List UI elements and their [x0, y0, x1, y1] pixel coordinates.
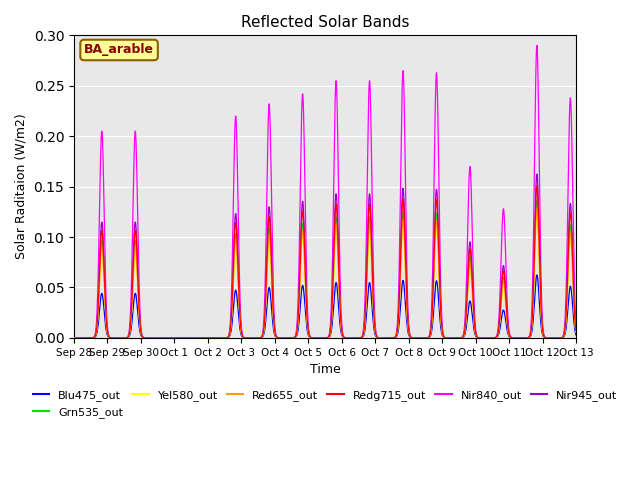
Red655_out — [172, 335, 180, 341]
Blu475_out — [465, 300, 473, 306]
Red655_out — [533, 206, 541, 212]
Nir840_out — [172, 335, 180, 341]
Line: Yel580_out: Yel580_out — [74, 218, 576, 338]
Yel580_out — [177, 335, 185, 341]
Red655_out — [182, 335, 189, 341]
Nir840_out — [533, 43, 541, 48]
Blu475_out — [570, 323, 578, 328]
Nir945_out — [258, 334, 266, 339]
Nir945_out — [177, 335, 185, 341]
Nir840_out — [465, 172, 473, 178]
Redg715_out — [258, 334, 266, 339]
Yel580_out — [394, 324, 402, 330]
Yel580_out — [533, 215, 541, 221]
Nir945_out — [394, 321, 402, 326]
Blu475_out — [258, 335, 266, 340]
Nir840_out — [182, 335, 189, 341]
Yel580_out — [465, 268, 473, 274]
Blu475_out — [572, 332, 580, 338]
Grn535_out — [533, 198, 541, 204]
Nir945_out — [182, 335, 189, 341]
Redg715_out — [572, 328, 580, 334]
Red655_out — [70, 335, 78, 341]
Redg715_out — [570, 305, 578, 311]
Line: Nir840_out: Nir840_out — [74, 46, 576, 338]
Blu475_out — [177, 335, 185, 341]
Grn535_out — [182, 335, 189, 341]
Nir945_out — [172, 335, 180, 341]
Redg715_out — [177, 335, 185, 341]
Grn535_out — [70, 335, 78, 341]
Grn535_out — [570, 308, 578, 313]
Red655_out — [258, 334, 266, 340]
Blu475_out — [394, 330, 402, 336]
Nir840_out — [570, 277, 578, 283]
Line: Nir945_out: Nir945_out — [74, 174, 576, 338]
Nir840_out — [177, 335, 185, 341]
Grn535_out — [258, 334, 266, 340]
Nir945_out — [533, 171, 541, 177]
Nir945_out — [465, 243, 473, 249]
Redg715_out — [394, 322, 402, 327]
Yel580_out — [258, 334, 266, 340]
Nir945_out — [572, 327, 580, 333]
Red655_out — [177, 335, 185, 341]
Redg715_out — [182, 335, 189, 341]
Legend: Blu475_out, Grn535_out, Yel580_out, Red655_out, Redg715_out, Nir840_out, Nir945_: Blu475_out, Grn535_out, Yel580_out, Red6… — [28, 386, 622, 422]
Redg715_out — [70, 335, 78, 341]
Line: Blu475_out: Blu475_out — [74, 275, 576, 338]
Red655_out — [572, 329, 580, 335]
Nir840_out — [70, 335, 78, 341]
Grn535_out — [177, 335, 185, 341]
Grn535_out — [394, 323, 402, 329]
Title: Reflected Solar Bands: Reflected Solar Bands — [241, 15, 410, 30]
Grn535_out — [172, 335, 180, 341]
Nir945_out — [70, 335, 78, 341]
Y-axis label: Solar Raditaion (W/m2): Solar Raditaion (W/m2) — [15, 114, 28, 260]
Nir840_out — [394, 310, 402, 315]
Yel580_out — [172, 335, 180, 341]
X-axis label: Time: Time — [310, 363, 340, 376]
Nir840_out — [258, 333, 266, 338]
Grn535_out — [465, 258, 473, 264]
Text: BA_arable: BA_arable — [84, 44, 154, 57]
Blu475_out — [533, 272, 541, 278]
Redg715_out — [533, 183, 541, 189]
Grn535_out — [572, 329, 580, 335]
Blu475_out — [172, 335, 180, 341]
Red655_out — [570, 310, 578, 315]
Redg715_out — [465, 250, 473, 256]
Yel580_out — [570, 311, 578, 317]
Yel580_out — [182, 335, 189, 341]
Blu475_out — [182, 335, 189, 341]
Redg715_out — [172, 335, 180, 341]
Blu475_out — [70, 335, 78, 341]
Line: Red655_out: Red655_out — [74, 209, 576, 338]
Yel580_out — [70, 335, 78, 341]
Red655_out — [465, 263, 473, 269]
Yel580_out — [572, 329, 580, 335]
Nir840_out — [572, 322, 580, 327]
Line: Grn535_out: Grn535_out — [74, 201, 576, 338]
Red655_out — [394, 324, 402, 330]
Line: Redg715_out: Redg715_out — [74, 186, 576, 338]
Nir945_out — [570, 302, 578, 308]
